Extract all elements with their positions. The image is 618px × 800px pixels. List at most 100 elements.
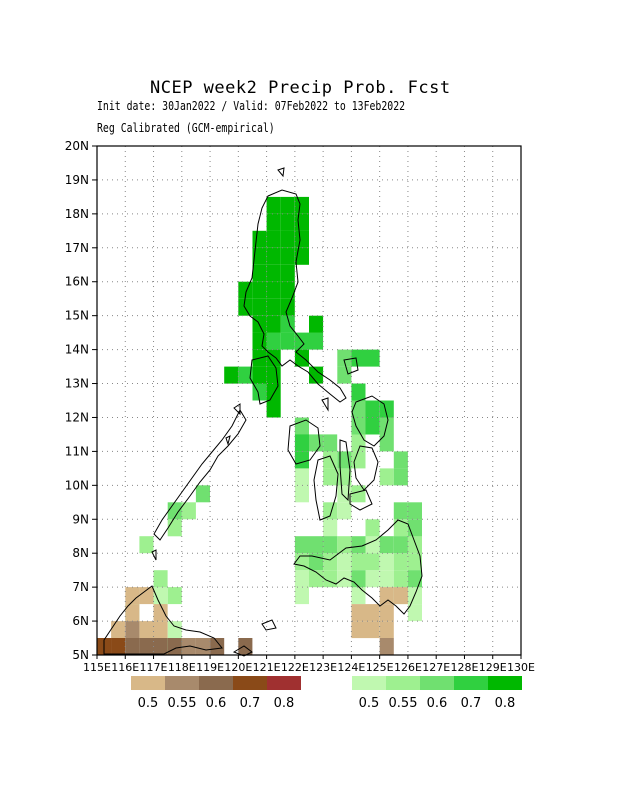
prob-cell-wet_0_8 bbox=[280, 230, 295, 248]
prob-cell-wet_0_5 bbox=[294, 468, 309, 486]
legend-label: 0.55 bbox=[389, 696, 418, 711]
lon-tick-label: 125E bbox=[366, 661, 394, 674]
lon-tick-label: 117E bbox=[140, 661, 168, 674]
prob-cell-wet_0_8 bbox=[280, 264, 295, 282]
prob-cell-wet_0_5 bbox=[337, 553, 352, 571]
prob-cell-wet_0_55 bbox=[379, 468, 394, 486]
prob-cell-wet_0_55 bbox=[323, 502, 338, 520]
prob-cell-wet_0_7 bbox=[294, 451, 309, 469]
coastline-batanes bbox=[277, 167, 285, 178]
prob-cell-wet_0_55 bbox=[323, 451, 338, 469]
prob-cell-dry_0_5 bbox=[365, 604, 380, 622]
coastline-leyte bbox=[353, 445, 379, 491]
lon-tick-label: 115E bbox=[83, 661, 111, 674]
prob-cell-wet_0_6 bbox=[393, 536, 408, 554]
prob-cell-dry_0_55 bbox=[379, 638, 394, 655]
prob-cell-dry_0_5 bbox=[365, 621, 380, 639]
prob-cell-wet_0_6 bbox=[294, 536, 309, 554]
legend-label: 0.8 bbox=[274, 696, 295, 711]
prob-cell-wet_0_8 bbox=[266, 298, 281, 316]
prob-cell-wet_0_5 bbox=[351, 587, 366, 605]
coastline-borneo bbox=[103, 585, 223, 655]
legend-swatch bbox=[233, 676, 267, 690]
legend-swatch bbox=[454, 676, 488, 690]
lon-tick-label: 123E bbox=[309, 661, 337, 674]
prob-cell-wet_0_7 bbox=[351, 349, 366, 367]
prob-cell-wet_0_55 bbox=[323, 570, 338, 588]
lon-tick-label: 127E bbox=[422, 661, 450, 674]
prob-cell-wet_0_8 bbox=[266, 281, 281, 299]
prob-cell-dry_0_55 bbox=[125, 621, 140, 639]
prob-cell-dry_0_5 bbox=[139, 587, 154, 605]
prob-cell-wet_0_6 bbox=[407, 570, 422, 588]
legend-swatch bbox=[386, 676, 420, 690]
latitude-axis: 5N 6N 7N 8N 9N 10N 11N 12N 13N 14N 15N 16N 17N 18N 19N… bbox=[65, 139, 97, 662]
lat-tick-label: 13N bbox=[65, 377, 89, 391]
prob-cell-wet_0_6 bbox=[393, 451, 408, 469]
legend-label: 0.6 bbox=[427, 696, 448, 711]
prob-cell-wet_0_5 bbox=[337, 502, 352, 520]
longitude-axis: 115E 116E 117E 118E 119E 120E 121E 122E 123E 124E… bbox=[83, 655, 535, 674]
lon-tick-label: 116E bbox=[111, 661, 139, 674]
prob-cell-dry_0_55 bbox=[195, 638, 210, 655]
prob-cell-wet_0_8 bbox=[252, 298, 267, 316]
lat-tick-label: 20N bbox=[65, 139, 89, 153]
lat-tick-label: 18N bbox=[65, 207, 89, 221]
prob-cell-dry_0_5 bbox=[393, 587, 408, 605]
prob-cell-wet_0_8 bbox=[294, 230, 309, 248]
prob-cell-wet_0_5 bbox=[379, 570, 394, 588]
prob-cell-wet_0_8 bbox=[266, 315, 281, 333]
prob-cell-wet_0_5 bbox=[167, 621, 182, 639]
prob-cell-wet_0_8 bbox=[252, 247, 267, 265]
prob-cell-wet_0_7 bbox=[379, 400, 394, 418]
prob-cell-wet_0_8 bbox=[294, 349, 309, 367]
prob-cell-wet_0_8 bbox=[280, 281, 295, 299]
coastline-bohol bbox=[349, 489, 373, 511]
coastline-catanduanes bbox=[343, 357, 359, 375]
prob-cell-wet_0_6 bbox=[393, 468, 408, 486]
probability-cells bbox=[97, 196, 422, 655]
lon-tick-label: 128E bbox=[450, 661, 478, 674]
coastline-negros bbox=[313, 455, 339, 521]
prob-cell-wet_0_6 bbox=[351, 536, 366, 554]
prob-cell-wet_0_6 bbox=[323, 536, 338, 554]
prob-cell-wet_0_8 bbox=[266, 383, 281, 401]
prob-cell-dry_0_6 bbox=[167, 638, 182, 655]
prob-cell-dry_0_5 bbox=[125, 604, 140, 622]
coastline-luzon bbox=[243, 189, 347, 403]
legend-label: 0.6 bbox=[206, 696, 227, 711]
prob-cell-wet_0_6 bbox=[407, 519, 422, 537]
legend-label: 0.55 bbox=[168, 696, 197, 711]
legend-wet: 0.5 0.55 0.6 0.7 0.8 bbox=[352, 676, 522, 711]
lon-tick-label: 120E bbox=[224, 661, 252, 674]
legend-swatch bbox=[165, 676, 199, 690]
prob-cell-wet_0_8 bbox=[280, 247, 295, 265]
prob-cell-wet_0_55 bbox=[167, 519, 182, 537]
prob-cell-dry_0_6 bbox=[125, 638, 140, 655]
map-subtitle-method: Reg Calibrated (GCM-empirical) bbox=[97, 121, 275, 135]
prob-cell-wet_0_55 bbox=[393, 519, 408, 537]
prob-cell-wet_0_8 bbox=[266, 230, 281, 248]
prob-cell-wet_0_55 bbox=[181, 502, 196, 520]
prob-cell-wet_0_7 bbox=[280, 315, 295, 333]
lat-tick-label: 15N bbox=[65, 309, 89, 323]
prob-cell-wet_0_55 bbox=[167, 587, 182, 605]
legend-swatch bbox=[420, 676, 454, 690]
prob-cell-wet_0_55 bbox=[351, 485, 366, 503]
prob-cell-wet_0_55 bbox=[351, 451, 366, 469]
prob-cell-dry_0_5 bbox=[125, 587, 140, 605]
prob-cell-wet_0_5 bbox=[294, 570, 309, 588]
legend-swatch bbox=[131, 676, 165, 690]
prob-cell-dry_0_6 bbox=[210, 638, 225, 655]
prob-cell-wet_0_8 bbox=[238, 298, 253, 316]
lat-tick-label: 5N bbox=[72, 648, 89, 662]
prob-cell-dry_0_5 bbox=[351, 621, 366, 639]
lat-tick-label: 8N bbox=[72, 546, 89, 560]
prob-cell-wet_0_6 bbox=[351, 417, 366, 435]
prob-cell-dry_0_5 bbox=[153, 621, 168, 639]
prob-cell-wet_0_8 bbox=[252, 264, 267, 282]
legend-label: 0.5 bbox=[359, 696, 380, 711]
prob-cell-wet_0_8 bbox=[224, 366, 239, 384]
lat-tick-label: 12N bbox=[65, 410, 89, 424]
prob-cell-wet_0_6 bbox=[309, 536, 324, 554]
